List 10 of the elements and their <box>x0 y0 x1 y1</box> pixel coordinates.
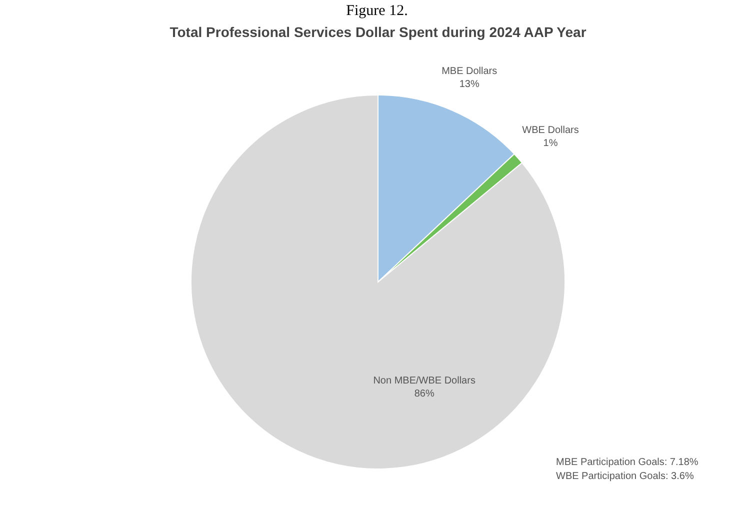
slice-label: WBE Dollars <box>522 124 579 136</box>
text: MBE Participation Goals: 7.18% <box>556 456 698 470</box>
text: WBE Participation Goals: 3.6% <box>556 470 695 484</box>
caption: Figure 12. <box>345 2 409 21</box>
slice-label: MBE Dollars <box>442 66 498 77</box>
slice-label: Non MBE/WBE Dollars <box>373 375 476 386</box>
chart-title: Total Professional Services Dollar Spent during 2024 AAP Year <box>170 24 587 40</box>
data-label: 86% <box>414 388 434 400</box>
data-label: 1% <box>543 138 558 149</box>
data-label: 13% <box>459 78 480 90</box>
